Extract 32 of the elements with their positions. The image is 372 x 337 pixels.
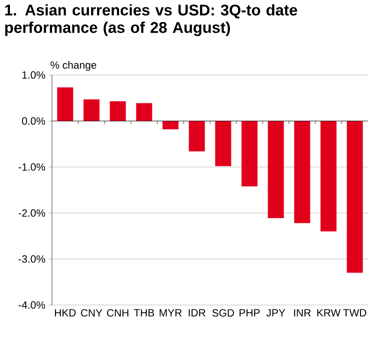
bar bbox=[84, 99, 100, 121]
y-tick-label: 1.0% bbox=[22, 71, 46, 79]
y-axis-title: % change bbox=[50, 61, 96, 71]
x-tick-label: KRW bbox=[317, 309, 341, 316]
bar bbox=[242, 121, 258, 186]
x-tick-label: TWD bbox=[343, 309, 366, 316]
x-tick-label: PHP bbox=[240, 309, 260, 316]
bar bbox=[320, 121, 337, 232]
y-tick-label: 0.0% bbox=[22, 117, 46, 125]
bar bbox=[188, 121, 205, 152]
x-tick-label: MYR bbox=[160, 309, 182, 316]
x-tick-label: SGD bbox=[212, 309, 234, 317]
x-tick-label: IDR bbox=[188, 309, 206, 316]
bar bbox=[110, 101, 126, 121]
bar bbox=[162, 121, 178, 130]
y-tick-label: -4.0% bbox=[18, 301, 46, 309]
bar bbox=[346, 121, 363, 273]
x-tick-label: INR bbox=[294, 309, 311, 316]
bar bbox=[215, 121, 232, 166]
x-tick-label: CNH bbox=[107, 309, 128, 317]
bar bbox=[294, 121, 310, 224]
chart-title: 1. Asian currencies vs USD: 3Q-to date performance (as of 28 August) bbox=[5, 4, 298, 36]
bar bbox=[136, 103, 152, 121]
y-tick-label: -2.0% bbox=[18, 209, 46, 217]
y-tick-label: -3.0% bbox=[18, 255, 46, 263]
x-tick-label: CNY bbox=[80, 309, 102, 317]
bar bbox=[268, 121, 284, 218]
bar bbox=[57, 87, 74, 121]
x-tick-label: JPY bbox=[266, 309, 286, 316]
x-tick-label: HKD bbox=[54, 309, 76, 316]
y-tick-label: -1.0% bbox=[18, 163, 46, 171]
x-tick-label: THB bbox=[134, 309, 154, 316]
